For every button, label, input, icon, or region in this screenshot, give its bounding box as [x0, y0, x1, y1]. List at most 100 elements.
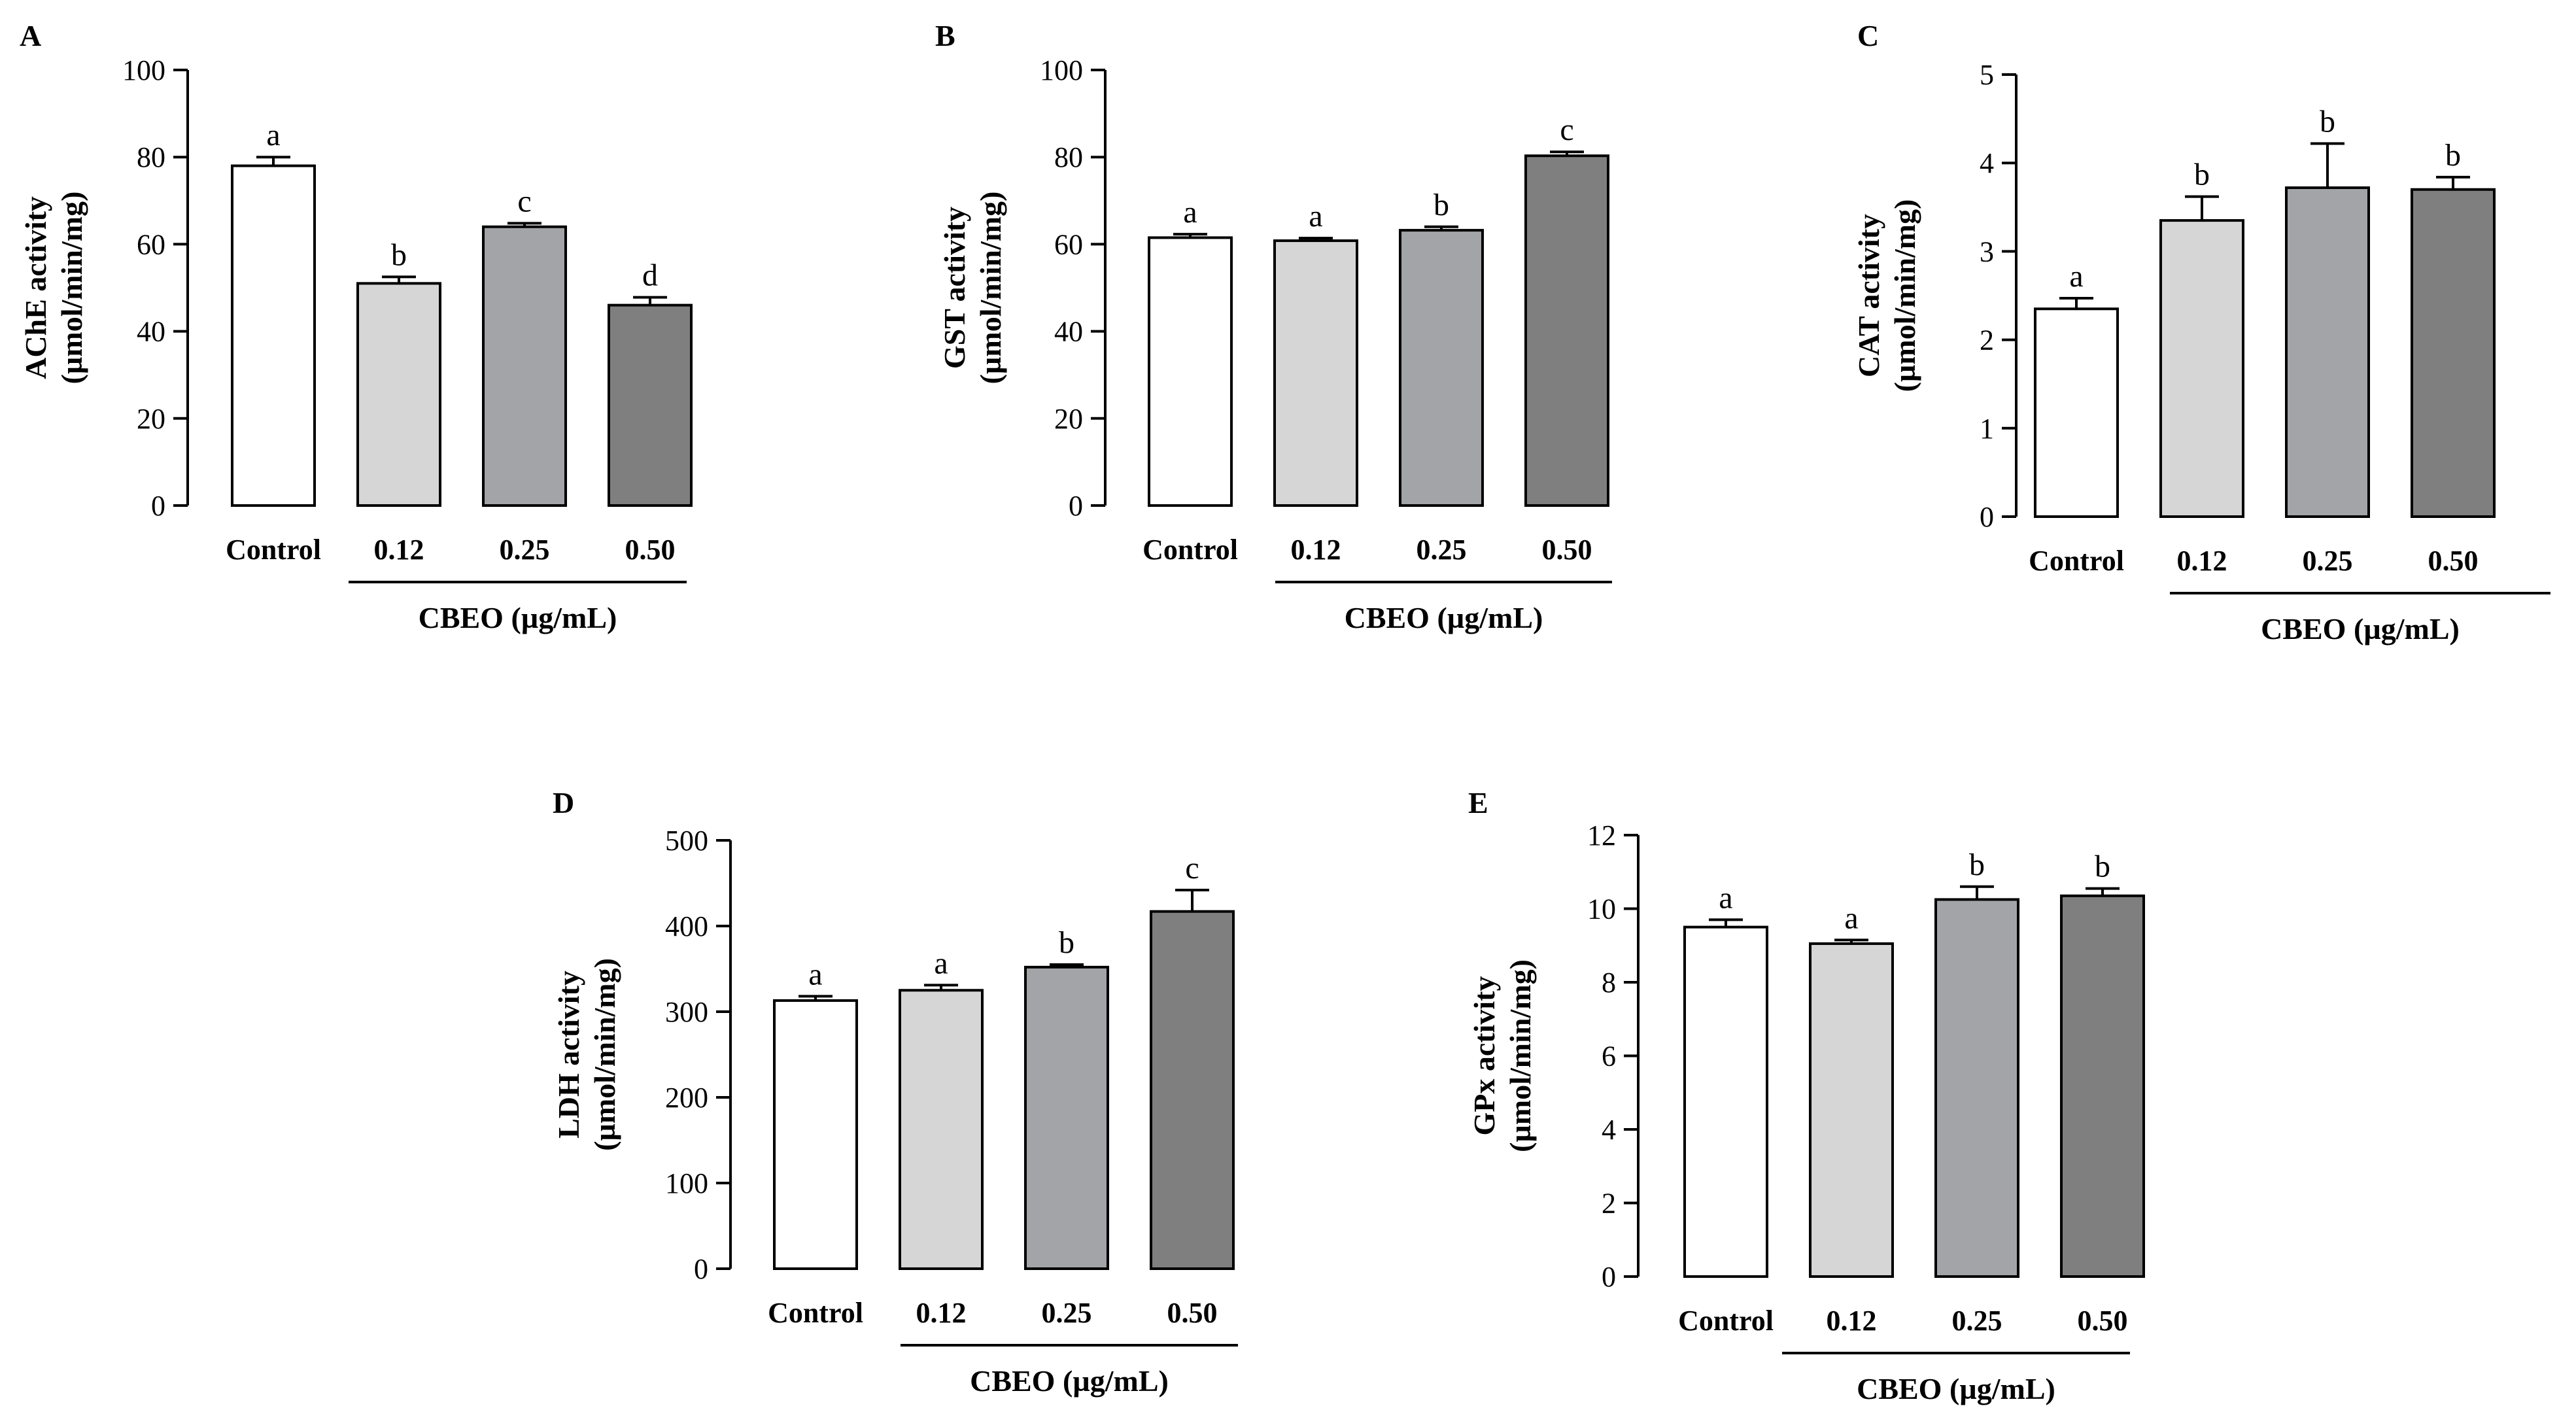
y-tick-label: 1 [1980, 413, 1994, 445]
bar-0.25 [1399, 229, 1484, 507]
y-axis-unit-b: (µmol/min/mg) [974, 192, 1007, 385]
y-tick-label: 80 [137, 141, 165, 173]
significance-letter: a [1844, 901, 1858, 935]
category-label: Control [1678, 1305, 1774, 1337]
bar-0.12 [356, 282, 441, 507]
y-tick-label: 4 [1602, 1114, 1616, 1146]
category-label: Control [1142, 534, 1238, 566]
y-tick-label: 0 [694, 1253, 708, 1285]
y-tick-label: 2 [1602, 1188, 1616, 1220]
bar-0.25 [2285, 186, 2370, 518]
group-label: CBEO (µg/mL) [2261, 612, 2460, 645]
y-tick-label: 4 [1980, 147, 1994, 179]
significance-letter: d [642, 258, 658, 293]
bar-0.12 [2159, 219, 2244, 518]
y-tick-label: 200 [665, 1082, 708, 1114]
bar-0.12 [1809, 942, 1894, 1278]
bar-0.12 [899, 989, 984, 1270]
significance-letter: b [2095, 850, 2110, 884]
significance-letter: b [2320, 104, 2335, 139]
y-tick-label: 60 [137, 228, 165, 260]
bar-0.25 [1024, 965, 1109, 1270]
bar-control [2034, 307, 2119, 518]
significance-letter: b [2445, 138, 2461, 173]
bar-control [1683, 925, 1768, 1278]
panel-label-a: A [20, 19, 41, 52]
y-tick-label: 5 [1980, 59, 1994, 91]
y-tick-label: 80 [1054, 141, 1083, 173]
y-tick-label: 6 [1602, 1040, 1616, 1073]
bar-0.50 [608, 303, 693, 507]
group-label: CBEO (µg/mL) [419, 601, 617, 634]
bar-0.50 [1150, 910, 1235, 1270]
panel-label-d: D [553, 786, 574, 819]
significance-letter: a [266, 118, 280, 152]
category-label: 0.25 [1417, 534, 1467, 566]
y-tick-label: 300 [665, 996, 708, 1028]
y-tick-label: 20 [1054, 403, 1083, 435]
significance-letter: c [1560, 112, 1573, 147]
category-label: 0.12 [1291, 534, 1341, 566]
category-label: 0.50 [1167, 1297, 1218, 1329]
category-label: 0.25 [500, 534, 550, 566]
category-label: 0.50 [2428, 545, 2479, 577]
y-tick-label: 12 [1587, 819, 1616, 851]
y-tick-label: 2 [1980, 324, 1994, 356]
bar-0.25 [482, 225, 567, 507]
y-tick-label: 20 [137, 403, 165, 435]
significance-letter: a [1309, 199, 1322, 233]
category-label: Control [226, 534, 321, 566]
significance-letter: a [1719, 880, 1732, 915]
y-tick-label: 0 [1602, 1261, 1616, 1293]
bar-0.50 [2411, 188, 2496, 518]
category-label: Control [2029, 545, 2124, 577]
category-label: 0.25 [1952, 1305, 2002, 1337]
significance-letter: b [391, 237, 407, 272]
bar-control [231, 164, 316, 507]
y-axis-label-c: CAT activity [1852, 214, 1885, 377]
significance-letter: a [1183, 195, 1197, 230]
y-tick-label: 40 [137, 316, 165, 348]
y-tick-label: 40 [1054, 316, 1083, 348]
bar-0.50 [1524, 154, 1609, 507]
significance-letter: a [2069, 259, 2083, 294]
panel-label-c: C [1857, 19, 1879, 52]
category-label: 0.25 [2303, 545, 2353, 577]
y-tick-label: 100 [122, 54, 165, 86]
y-tick-label: 400 [665, 910, 708, 942]
y-tick-label: 60 [1054, 228, 1083, 260]
category-label: 0.50 [625, 534, 676, 566]
y-tick-label: 3 [1980, 235, 1994, 267]
significance-letter: c [1185, 851, 1199, 885]
category-label: 0.25 [1042, 1297, 1092, 1329]
y-tick-label: 0 [151, 490, 165, 522]
significance-letter: b [2194, 158, 2210, 192]
significance-letter: c [517, 184, 531, 218]
y-tick-label: 100 [1040, 54, 1083, 86]
y-tick-label: 0 [1980, 501, 1994, 533]
y-axis-label-e: GPx activity [1468, 976, 1501, 1136]
category-label: 0.12 [916, 1297, 967, 1329]
group-label: CBEO (µg/mL) [1345, 601, 1543, 634]
panel-label-b: B [935, 19, 955, 52]
bar-control [773, 999, 858, 1270]
category-label: 0.50 [2078, 1305, 2128, 1337]
significance-letter: b [1059, 925, 1074, 960]
bar-0.25 [1934, 898, 2019, 1278]
category-label: 0.12 [1827, 1305, 1877, 1337]
group-label: CBEO (µg/mL) [1857, 1372, 2055, 1405]
y-axis-unit-e: (µmol/min/mg) [1503, 959, 1537, 1152]
bar-0.12 [1273, 239, 1358, 507]
category-label: Control [768, 1297, 863, 1329]
significance-letter: a [808, 957, 822, 991]
bar-control [1148, 236, 1233, 507]
y-tick-label: 8 [1602, 967, 1616, 999]
bar-0.50 [2060, 894, 2145, 1278]
significance-letter: b [1434, 188, 1449, 222]
y-tick-label: 10 [1587, 893, 1616, 925]
y-axis-unit-a: (µmol/min/mg) [55, 192, 88, 385]
panel-label-e: E [1468, 786, 1488, 819]
y-tick-label: 100 [665, 1167, 708, 1199]
y-axis-label-b: GST activity [938, 207, 971, 369]
